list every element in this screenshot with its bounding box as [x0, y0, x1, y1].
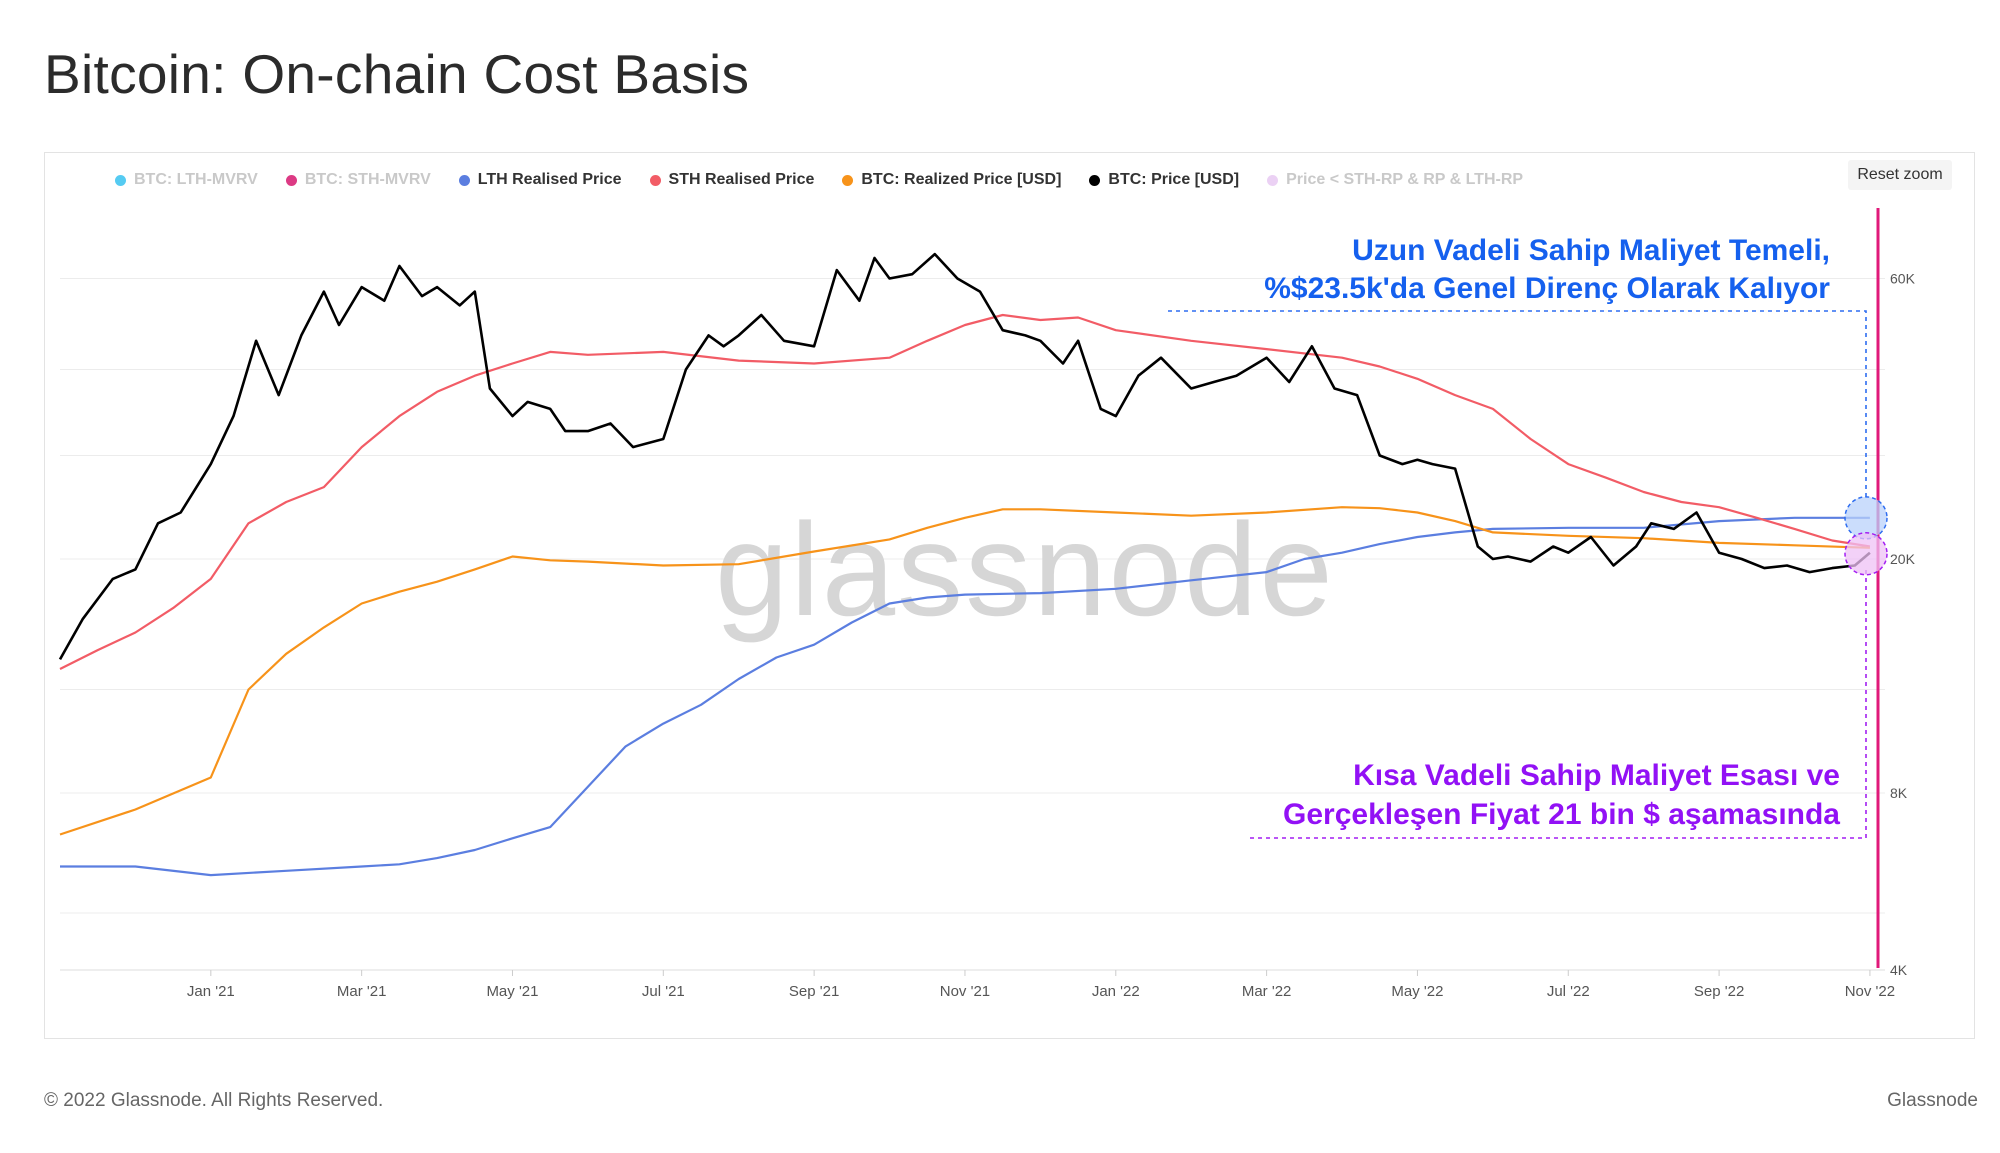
footer-copyright: © 2022 Glassnode. All Rights Reserved. — [44, 1090, 384, 1111]
legend-dot-icon — [1089, 174, 1101, 186]
legend-label: BTC: LTH-MVRV — [134, 171, 258, 188]
y-axis: 4K 8K 20K 60K — [1890, 270, 1916, 978]
sth-annotation-line1: Kısa Vadeli Sahip Maliyet Esası ve — [1353, 759, 1840, 792]
gridlines — [60, 277, 1885, 971]
x-tick-label: Mar '21 — [337, 983, 387, 1000]
legend-label: BTC: Price [USD] — [1108, 171, 1240, 188]
lth-annotation-guide — [1168, 310, 1867, 498]
y-tick-label: 20K — [1890, 551, 1916, 567]
legend-item[interactable]: BTC: LTH-MVRV — [115, 171, 258, 189]
x-tick-label: Jan '22 — [1092, 983, 1140, 1000]
watermark: glassnode — [715, 496, 1335, 643]
lth-annotation-line2: %$23.5k'da Genel Direnç Olarak Kalıyor — [1264, 272, 1830, 305]
sth-annotation-line2: Gerçekleşen Fiyat 21 bin $ aşamasında — [1283, 798, 1840, 831]
series-line-btc-realized-price-usd[interactable] — [59, 506, 1870, 836]
sth-annotation-guide — [1250, 567, 1867, 839]
footer-brand: Glassnode — [1887, 1090, 1978, 1111]
legend-item[interactable]: Price < STH-RP & RP & LTH-RP — [1267, 171, 1523, 189]
y-tick-label: 60K — [1890, 270, 1916, 286]
legend-label: Price < STH-RP & RP & LTH-RP — [1286, 171, 1524, 188]
x-tick-label: Nov '21 — [940, 983, 990, 1000]
legend: BTC: LTH-MVRV BTC: STH-MVRV LTH Realised P… — [115, 168, 1551, 192]
legend-item[interactable]: STH Realised Price — [649, 171, 815, 189]
series-line-lth-realised-price[interactable] — [60, 516, 1870, 877]
reset-zoom-button[interactable]: Reset zoom — [1848, 160, 1952, 190]
lth-highlight-circle — [1844, 496, 1888, 540]
legend-label: LTH Realised Price — [477, 171, 622, 188]
legend-dot-icon — [285, 174, 297, 186]
legend-dot-icon — [649, 174, 661, 186]
legend-item[interactable]: LTH Realised Price — [458, 171, 622, 189]
annotation-layer — [1168, 208, 1888, 968]
legend-dot-icon — [842, 174, 854, 186]
series-layer — [58, 252, 1871, 877]
x-tick-label: May '22 — [1391, 983, 1443, 1000]
series-line-sth-realised-price[interactable] — [59, 313, 1871, 670]
series-line-btc-price-usd[interactable] — [58, 252, 1871, 661]
x-tick-label: Jan '21 — [187, 983, 235, 1000]
legend-label: STH Realised Price — [668, 171, 815, 188]
legend-item[interactable]: BTC: STH-MVRV — [285, 171, 431, 189]
x-tick-label: Sep '22 — [1694, 983, 1744, 1000]
x-axis: Jan '21 Mar '21 May '21 Jul '21 Sep '21 Nov '… — [187, 970, 1895, 1000]
x-tick-label: May '21 — [486, 983, 538, 1000]
chart-frame — [44, 152, 1975, 1039]
page-title: Bitcoin: On-chain Cost Basis — [44, 43, 750, 105]
x-tick-label: Sep '21 — [789, 983, 839, 1000]
x-tick-label: Nov '22 — [1845, 983, 1895, 1000]
y-tick-label: 8K — [1890, 785, 1908, 801]
sth-highlight-circle — [1844, 532, 1888, 576]
legend-dot-icon — [115, 174, 126, 186]
legend-dot-icon — [458, 174, 470, 186]
legend-dot-icon — [1267, 174, 1279, 186]
y-tick-label: 4K — [1890, 962, 1908, 978]
legend-item[interactable]: BTC: Price [USD] — [1089, 171, 1239, 189]
legend-item[interactable]: BTC: Realized Price [USD] — [842, 171, 1061, 189]
lth-annotation: Uzun Vadeli Sahip Maliyet Temeli, %$23.5… — [1150, 232, 1830, 308]
legend-label: BTC: Realized Price [USD] — [861, 171, 1062, 188]
x-tick-label: Mar '22 — [1242, 983, 1292, 1000]
x-tick-label: Jul '22 — [1547, 983, 1590, 1000]
x-tick-label: Jul '21 — [642, 983, 685, 1000]
legend-label: BTC: STH-MVRV — [304, 171, 431, 188]
lth-annotation-line1: Uzun Vadeli Sahip Maliyet Temeli, — [1352, 234, 1830, 267]
sth-annotation: Kısa Vadeli Sahip Maliyet Esası ve Gerçe… — [1150, 756, 1840, 834]
